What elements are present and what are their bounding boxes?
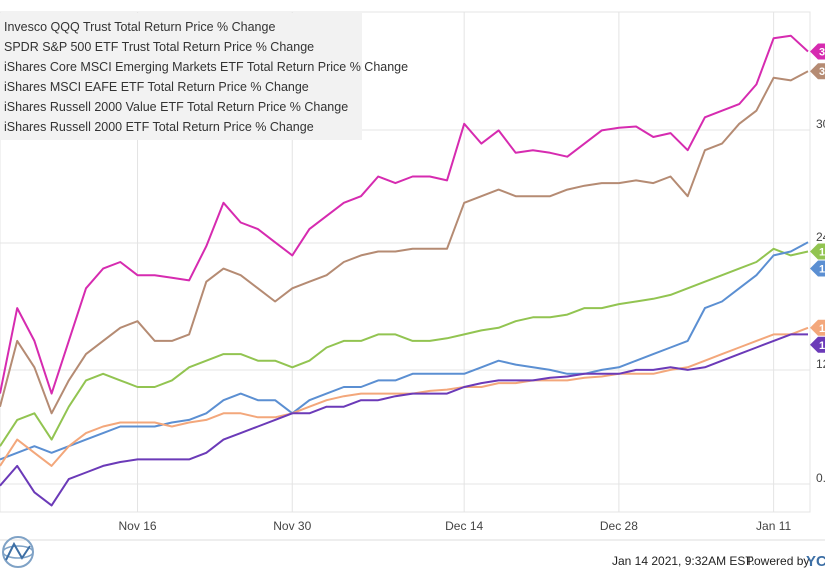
legend-entry: iShares MSCI EAFE ETF Total Return Price…: [4, 80, 309, 94]
legend-box: [0, 13, 362, 140]
grid: [0, 11, 811, 513]
y-axis: 30 24 12 0.1: [816, 117, 825, 485]
series-end-label: 1: [810, 319, 825, 336]
svg-text:1: 1: [819, 246, 825, 258]
x-axis: Nov 16 Nov 30 Dec 14 Dec 28 Jan 11: [119, 519, 792, 533]
y-tick-label: 0.1: [816, 471, 825, 485]
legend-entry: iShares Russell 2000 Value ETF Total Ret…: [4, 100, 348, 114]
series-line: [0, 34, 809, 395]
svg-text:1: 1: [819, 340, 825, 352]
series-line: [0, 326, 809, 467]
svg-text:1: 1: [819, 263, 825, 275]
ycharts-logo: [2, 536, 34, 568]
series-line: [0, 333, 808, 507]
x-tick-label: Nov 30: [273, 519, 311, 533]
legend-entry: iShares Russell 2000 ETF Total Return Pr…: [4, 120, 314, 134]
series-end-label: 1: [810, 336, 825, 353]
series-end-label: 3: [810, 63, 825, 80]
series-lines: [0, 34, 809, 507]
svg-text:3: 3: [819, 46, 825, 58]
plot-frame: [0, 11, 811, 513]
footer-timestamp: Jan 14 2021, 9:32AM EST.: [612, 554, 755, 568]
footer-powered-by: Powered by: [746, 554, 809, 568]
series-line: [0, 70, 809, 415]
y-tick-label: 30: [816, 117, 825, 131]
svg-text:3: 3: [819, 66, 825, 78]
legend-entry: SPDR S&P 500 ETF Trust Total Return Pric…: [4, 40, 314, 54]
series-end-label: 3: [810, 43, 825, 60]
legend: Invesco QQQ Trust Total Return Price % C…: [0, 13, 408, 140]
x-tick-label: Dec 14: [445, 519, 483, 533]
svg-text:1: 1: [819, 323, 825, 335]
y-tick-label: 24: [816, 230, 825, 244]
series-line: [0, 241, 809, 461]
footer-brand: YCHARTS: [806, 553, 825, 570]
x-tick-label: Nov 16: [119, 519, 157, 533]
x-tick-label: Jan 11: [756, 519, 791, 533]
legend-entry: iShares Core MSCI Emerging Markets ETF T…: [4, 60, 408, 74]
legend-entry: Invesco QQQ Trust Total Return Price % C…: [4, 20, 275, 34]
series-end-label: 1: [810, 243, 825, 260]
x-tick-label: Dec 28: [600, 519, 638, 533]
series-line: [0, 247, 809, 447]
series-end-label: 1: [810, 260, 825, 277]
end-labels: 3 3 1 1 1 1: [810, 43, 825, 353]
y-tick-label: 12: [816, 357, 825, 371]
